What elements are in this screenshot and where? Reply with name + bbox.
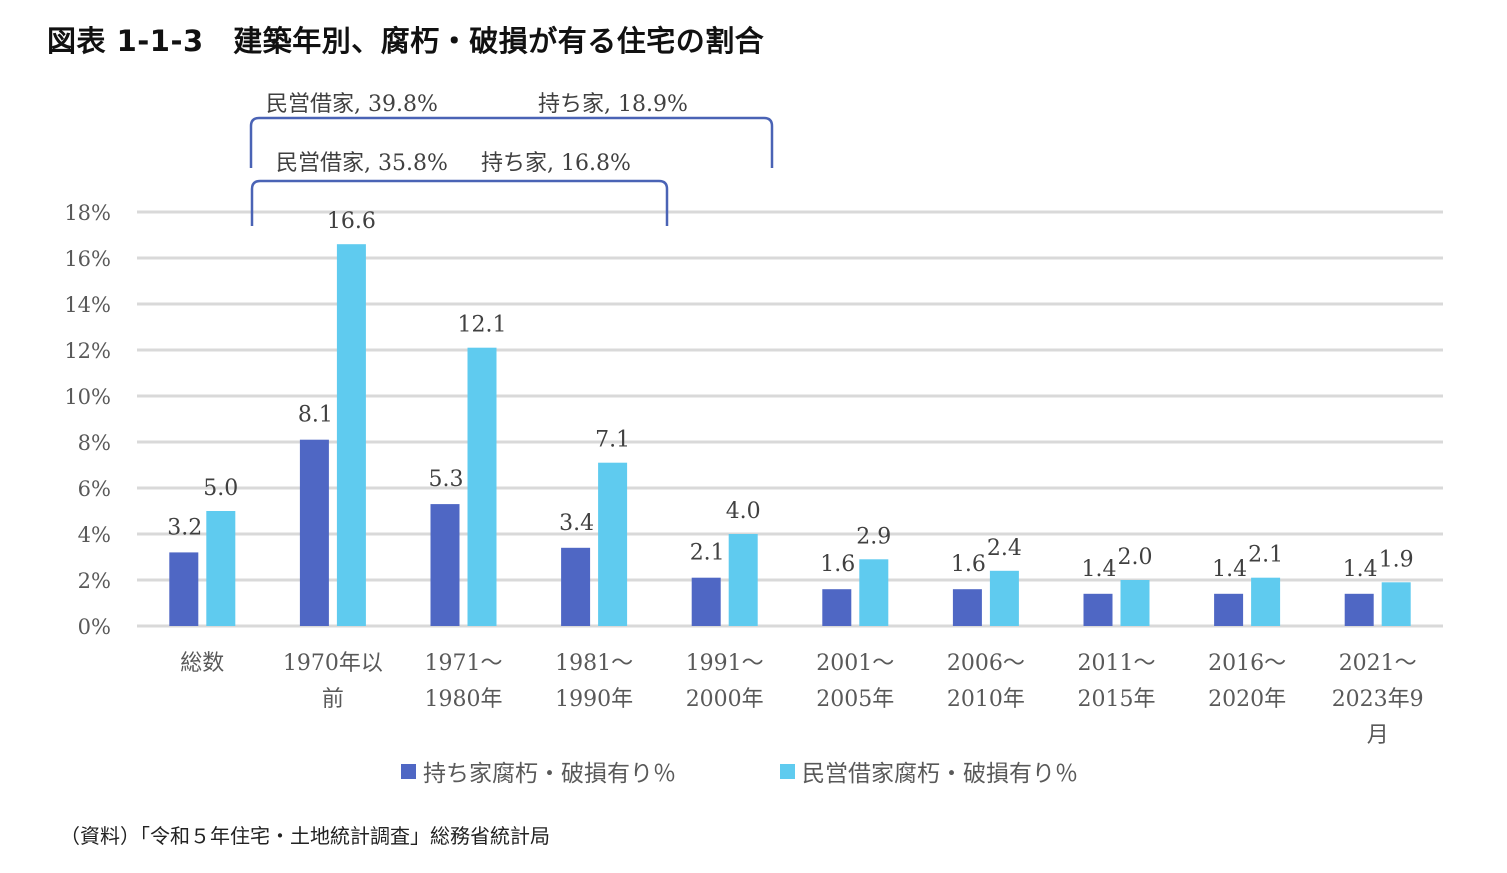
bar-rental [336,244,366,626]
data-label-rental: 2.1 [1248,543,1283,568]
data-label-rental: 7.1 [595,428,630,453]
y-tick-label: 6% [78,477,111,501]
data-label-rental: 5.0 [203,476,238,501]
category-label: 2006～ [947,651,1025,676]
category-label: 1981～ [555,651,633,676]
bar-owner [430,504,460,626]
y-tick-label: 14% [64,293,111,317]
category-label: 2011～ [1078,651,1156,676]
source-note: （資料）「令和５年住宅・土地統計調査」総務省統計局 [60,824,550,848]
category-label: 2001～ [816,651,894,676]
data-labels: 3.2 8.1 5.3 3.4 2.1 1.6 1.6 1.4 1.4 1.4 5.0 16.6 12.… [167,209,1413,582]
data-label-rental: 16.6 [327,209,376,234]
annotation-rental: 民営借家, 39.8% [266,92,438,117]
category-label: 1970年以 [283,651,383,676]
data-label-owner: 5.3 [429,467,464,492]
bar-rental [989,570,1019,626]
bar-rental [1120,580,1150,626]
category-label: 1980年 [425,687,503,712]
data-label-owner: 1.4 [1212,557,1247,582]
annotation-owner: 持ち家, 16.8% [481,151,631,176]
data-label-rental: 4.0 [726,499,761,524]
category-label: 1991～ [686,651,764,676]
bar-owner [1083,593,1113,626]
bar-rental [859,559,889,626]
data-label-owner: 1.4 [1082,557,1117,582]
bar-rental [1381,582,1411,626]
category-label: 1971～ [425,651,503,676]
legend-swatch-owner [401,764,416,779]
category-label: 総数 [180,651,224,676]
bracket [250,179,669,226]
data-label-owner: 2.1 [690,541,725,566]
bar-owner [1214,593,1244,626]
annotation-rental: 民営借家, 35.8% [276,151,448,176]
data-label-owner: 3.2 [167,515,202,540]
category-label: 2021～ [1339,651,1417,676]
legend-label-rental: 民営借家腐朽・破損有り％ [802,761,1078,787]
data-label-rental: 12.1 [458,313,507,338]
category-label: 2015年 [1078,687,1156,712]
figure-title: 図表 1-1-3 建築年別、腐朽・破損が有る住宅の割合 [47,24,765,58]
legend-swatch-rental [780,764,795,779]
bar-rental [206,511,236,626]
y-tick-label: 18% [64,201,111,225]
category-label: 1990年 [555,687,633,712]
y-tick-label: 2% [78,569,111,593]
category-label: 月 [1367,723,1389,748]
data-label-owner: 8.1 [298,403,333,428]
bar-owner [169,552,199,626]
bar-rental [728,534,758,626]
data-label-rental: 2.0 [1118,545,1153,570]
category-label: 2023年9 [1332,687,1424,712]
bar-owner [561,547,591,626]
category-label: 前 [322,687,344,712]
bar-owner [952,589,982,626]
y-tick-label: 12% [64,339,111,363]
bar-owner [299,439,329,626]
data-label-rental: 2.9 [856,524,891,549]
data-label-owner: 1.6 [951,552,986,577]
bracket-annotations: 民営借家, 39.8% 持ち家, 18.9% 民営借家, 35.8% 持ち家, 16.… [249,92,774,226]
y-tick-label: 8% [78,431,111,455]
data-label-rental: 2.4 [987,536,1022,561]
data-label-owner: 3.4 [559,511,594,536]
y-axis-ticks: 0% 2% 4% 6% 8% 10% 12% 14% 16% 18% [64,201,111,639]
bar-owner [822,589,852,626]
y-tick-label: 16% [64,247,111,271]
data-label-owner: 1.4 [1343,557,1378,582]
y-tick-label: 0% [78,615,111,639]
y-tick-label: 10% [64,385,111,409]
y-tick-label: 4% [78,523,111,547]
category-label: 2020年 [1208,687,1286,712]
category-label: 2010年 [947,687,1025,712]
bar-owner [1344,593,1374,626]
bar-rental [467,347,497,626]
annotation-owner: 持ち家, 18.9% [538,92,688,117]
data-label-owner: 1.6 [820,552,855,577]
bar-rental [598,462,628,626]
legend-label-owner: 持ち家腐朽・破損有り％ [423,761,676,787]
category-label: 2016～ [1208,651,1286,676]
data-label-rental: 1.9 [1379,547,1414,572]
bars [169,244,1411,626]
bracket [249,116,774,168]
legend: 持ち家腐朽・破損有り％ 民営借家腐朽・破損有り％ [401,761,1078,787]
category-label: 2000年 [686,687,764,712]
bar-rental [1251,577,1281,626]
bar-owner [691,577,721,626]
category-label: 2005年 [816,687,894,712]
